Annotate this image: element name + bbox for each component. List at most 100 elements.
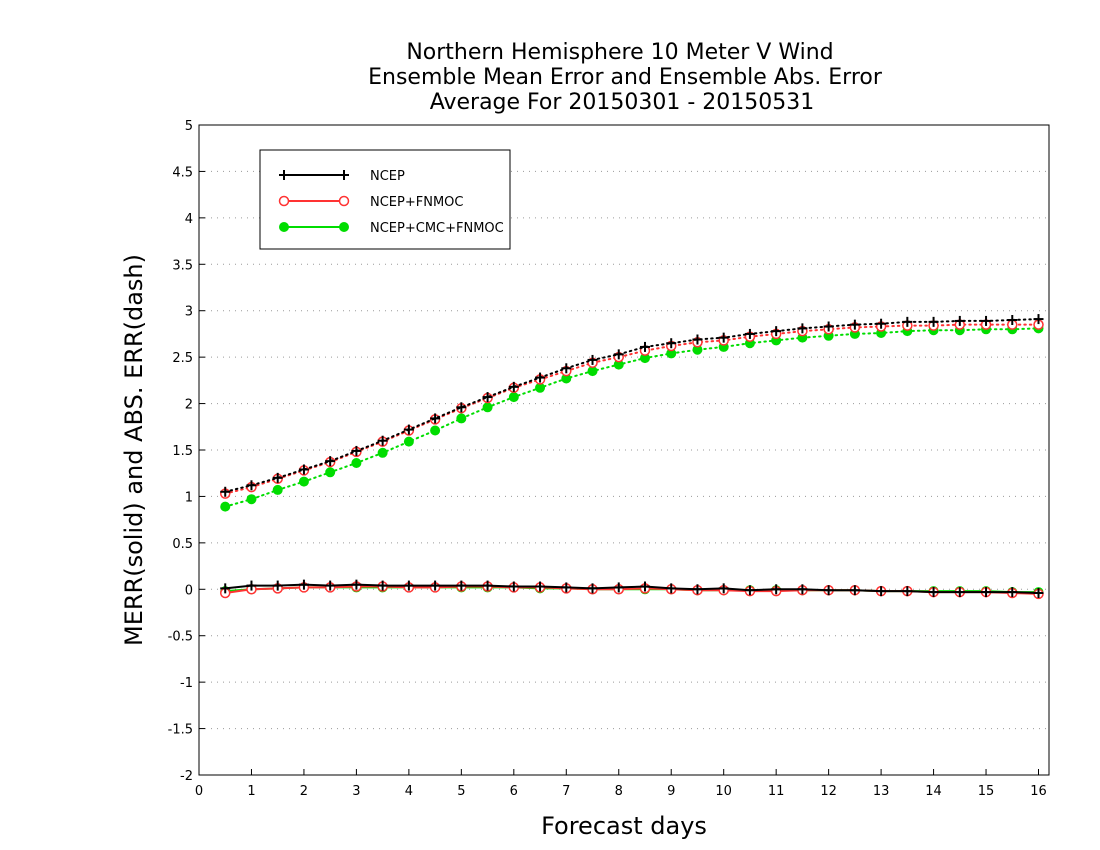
mean-error-point	[666, 583, 677, 594]
y-axis-title: MERR(solid) and ABS. ERR(dash)	[120, 254, 148, 646]
x-tick-label: 6	[510, 784, 518, 799]
abs-error-point	[902, 316, 913, 327]
gridlines	[199, 170, 1049, 730]
mean-error-point	[771, 584, 782, 595]
abs-error-point	[246, 480, 257, 491]
abs-error-point	[508, 381, 519, 392]
mean-error-point	[797, 584, 808, 595]
abs-error-point	[587, 354, 598, 365]
x-tick-label: 12	[820, 784, 837, 799]
series-layer	[219, 314, 1044, 600]
legend-label: NCEP+CMC+FNMOC	[370, 221, 504, 236]
chart-title-line-2: Ensemble Mean Error and Ensemble Abs. Er…	[368, 65, 883, 90]
mean-error-point	[272, 580, 283, 591]
mean-error-point	[403, 580, 414, 591]
mean-error-point	[639, 581, 650, 592]
abs-error-point	[639, 341, 650, 352]
mean-error-point	[692, 584, 703, 595]
mean-error-point	[351, 579, 362, 590]
abs-error-point	[272, 484, 283, 495]
series-ncep	[220, 314, 1044, 598]
legend-item-ncep: NCEP	[279, 169, 405, 184]
mean-error-point	[613, 582, 624, 593]
mean-error-point	[744, 585, 755, 596]
chart-title-line-3: Average For 20150301 - 20150531	[430, 90, 815, 115]
x-tick-label: 5	[457, 784, 465, 799]
mean-error-point	[298, 579, 309, 590]
abs-error-point	[298, 476, 309, 487]
legend-box	[259, 149, 511, 250]
y-tick-label: -1	[180, 676, 193, 691]
abs-error-line-ncep-fnmoc	[224, 323, 1040, 495]
mean-error-point	[561, 582, 572, 593]
abs-error-point	[954, 315, 965, 326]
mean-error-point	[456, 580, 467, 591]
abs-error-point	[377, 447, 388, 458]
abs-error-point	[1007, 315, 1018, 325]
legend-marker	[339, 222, 349, 232]
abs-error-point	[220, 486, 231, 497]
abs-error-point	[272, 472, 283, 483]
legend-marker	[278, 195, 290, 207]
mean-error-point	[220, 583, 231, 594]
x-axis-title: Forecast days	[541, 812, 707, 840]
x-tick-label: 0	[195, 784, 203, 799]
legend-label: NCEP+FNMOC	[370, 195, 463, 210]
x-tick-label: 8	[615, 784, 623, 799]
abs-error-point	[430, 425, 441, 436]
legend-marker	[339, 170, 349, 180]
legend-marker	[338, 195, 350, 207]
abs-error-point	[377, 435, 388, 446]
x-tick-label: 11	[768, 784, 785, 799]
abs-error-point	[561, 363, 572, 374]
abs-error-point	[351, 458, 362, 468]
abs-error-point	[482, 402, 493, 413]
mean-error-point	[1007, 587, 1018, 598]
mean-error-point	[508, 581, 519, 592]
chart-title-line-1: Northern Hemisphere 10 Meter V Wind	[406, 40, 833, 65]
y-tick-label: 1	[185, 490, 193, 505]
series-ncep-cmc-fnmoc	[220, 323, 1044, 598]
abs-error-point	[456, 402, 467, 413]
y-tick-label: -0.5	[168, 630, 193, 645]
x-tick-label: 13	[873, 784, 890, 799]
abs-error-point	[403, 436, 414, 447]
mean-error-point	[849, 585, 860, 596]
mean-error-point	[325, 580, 336, 591]
abs-error-point	[797, 323, 808, 334]
x-tick-label: 2	[300, 784, 308, 799]
x-tick-label: 1	[247, 784, 255, 799]
abs-error-point	[430, 413, 441, 424]
abs-error-point	[482, 392, 493, 403]
x-tick-label: 9	[667, 784, 675, 799]
mean-error-point	[876, 586, 887, 597]
abs-error-point	[981, 315, 992, 326]
mean-error-point	[823, 585, 834, 596]
legend-item-ncep-cmc-fnmoc: NCEP+CMC+FNMOC	[279, 221, 504, 236]
y-tick-label: 2	[185, 398, 193, 413]
abs-error-point	[220, 501, 231, 512]
y-tick-label: -1.5	[168, 723, 193, 738]
legend-marker	[279, 170, 289, 180]
y-tick-label: 1.5	[172, 444, 193, 459]
x-tick-label: 7	[562, 784, 570, 799]
legend: NCEP NCEP+FNMOC NCEP+CMC+FNMOC	[259, 149, 511, 250]
abs-error-point	[246, 494, 257, 505]
chart-title: Northern Hemisphere 10 Meter V Wind Ense…	[368, 40, 883, 115]
abs-error-point	[298, 464, 309, 475]
y-tick-label: 0	[185, 583, 193, 598]
abs-error-point	[928, 316, 939, 327]
y-axis: -2 -1.5 -1 -0.5 0 0.5 1 1.5 2 2.5 3 3.5 4 4.5 5	[168, 119, 205, 784]
abs-error-point	[666, 338, 677, 349]
abs-error-point	[613, 349, 624, 360]
abs-error-point	[823, 321, 834, 332]
y-tick-label: 2.5	[172, 351, 193, 366]
abs-error-line-ncep-cmc-fnmoc	[224, 327, 1040, 508]
abs-error-point	[718, 332, 729, 343]
mean-error-point	[981, 587, 992, 598]
abs-error-point	[1033, 314, 1044, 325]
abs-error-point	[744, 328, 755, 339]
mean-error-point	[535, 581, 546, 592]
y-tick-label: 5	[185, 119, 193, 134]
